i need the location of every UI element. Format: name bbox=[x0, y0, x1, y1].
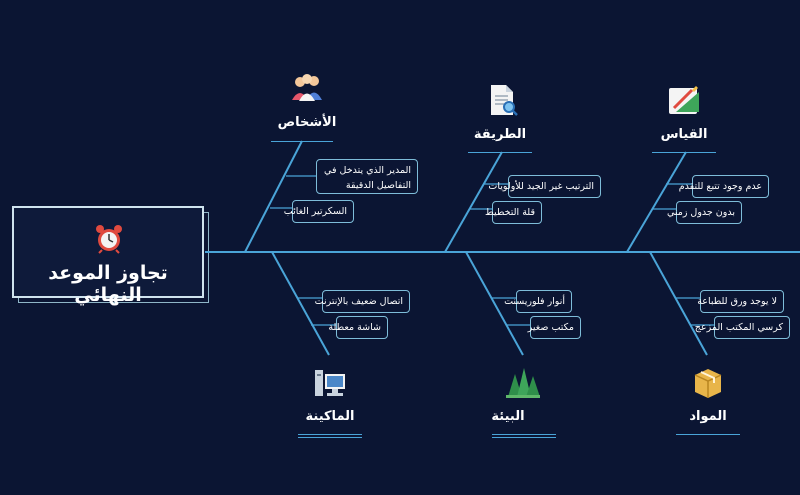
problem-head[interactable]: تجاوز الموعد النهائي bbox=[12, 206, 209, 306]
people-icon bbox=[292, 74, 322, 101]
bone-environment bbox=[465, 251, 524, 356]
category-title-materials: المواد bbox=[689, 409, 727, 424]
category-underline-measurement bbox=[652, 152, 716, 153]
trees-icon bbox=[506, 368, 540, 398]
category-title-measurement: القياس bbox=[660, 127, 708, 142]
problem-title: تجاوز الموعد النهائي bbox=[48, 262, 168, 306]
cause-method-2[interactable]: قلة التخطيط bbox=[485, 201, 542, 224]
cause-materials-2[interactable]: كرسي المكتب المزعج bbox=[695, 316, 790, 339]
category-title-people: الأشخاص bbox=[277, 115, 337, 130]
cause-materials-1[interactable]: لا يوجد ورق للطباعة bbox=[697, 290, 784, 313]
category-underline-environment bbox=[492, 434, 556, 438]
category-title-machine: الماكينة bbox=[305, 409, 355, 424]
box-icon bbox=[694, 369, 722, 398]
bone-people bbox=[244, 140, 303, 253]
cause-machine-2[interactable]: شاشة معطلة bbox=[328, 316, 388, 339]
category-underline-materials bbox=[676, 434, 740, 435]
category-title-environment: البيئة bbox=[491, 409, 525, 424]
cause-machine-1[interactable]: اتصال ضعيف بالإنترنت bbox=[315, 290, 410, 313]
ruler-pencil-icon bbox=[669, 86, 699, 114]
category-underline-machine bbox=[298, 434, 362, 438]
category-title-method: الطريقة bbox=[473, 127, 527, 142]
cause-measurement-1[interactable]: عدم وجود تتبع للتقدم bbox=[679, 175, 769, 198]
bone-measurement bbox=[626, 151, 687, 253]
bone-materials bbox=[649, 251, 708, 356]
cause-method-1[interactable]: الترتيب غير الجيد للأولويات bbox=[488, 175, 601, 198]
bone-machine bbox=[271, 251, 330, 356]
computer-icon bbox=[315, 370, 345, 396]
bone-method bbox=[444, 151, 503, 253]
cause-people-1[interactable]: المدير الذي يتدخل في التفاصيل الدقيقة bbox=[316, 159, 418, 194]
category-underline-method bbox=[468, 152, 532, 153]
cause-environment-2[interactable]: مكتب صغير bbox=[528, 316, 581, 339]
cause-measurement-2[interactable]: بدون جدول زمني bbox=[667, 201, 742, 224]
alarm-clock-icon bbox=[96, 225, 122, 254]
document-search-icon bbox=[491, 85, 518, 116]
cause-people-2[interactable]: السكرتير الغائب bbox=[284, 200, 354, 223]
cause-environment-1[interactable]: أنوار فلوريسنت bbox=[504, 290, 572, 313]
category-underline-people bbox=[271, 141, 333, 142]
